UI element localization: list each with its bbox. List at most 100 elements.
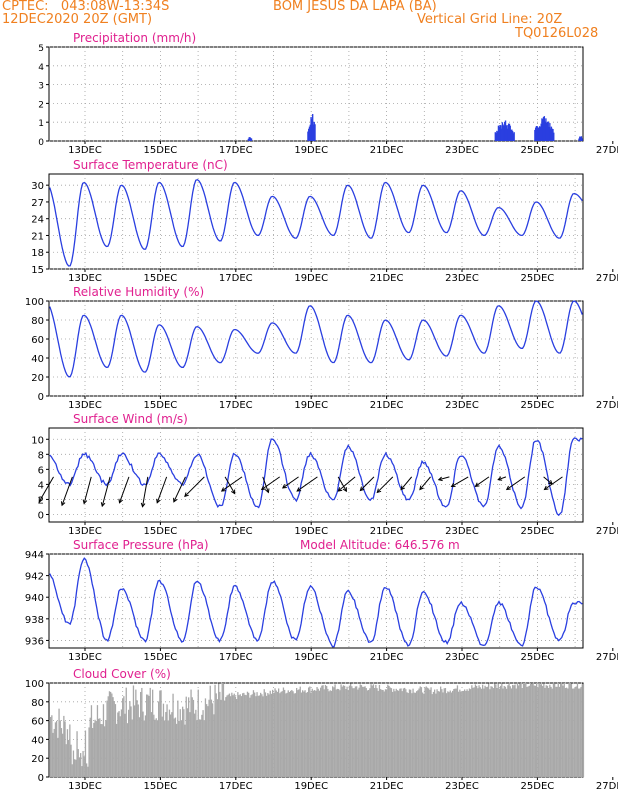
cloud-bar	[267, 693, 269, 777]
cloud-bar	[285, 693, 287, 777]
wind-arrow-shaft	[156, 476, 168, 503]
wind-arrow-head	[543, 485, 549, 491]
cloud-bar	[176, 723, 178, 777]
wind-arrow-head	[82, 499, 88, 505]
cloud-bar	[92, 728, 94, 777]
cloud-bar	[329, 690, 331, 777]
cloud-bar	[576, 683, 579, 777]
cloud-bar	[274, 688, 276, 777]
cloud-bar	[138, 717, 141, 777]
cloud-bar	[476, 685, 478, 777]
x-tick-label: 17DEC	[219, 781, 253, 792]
cloud-bar	[394, 691, 396, 777]
x-tick-label: 13DEC	[68, 145, 102, 156]
plot-frame-pressure	[48, 553, 584, 649]
cloud-bar	[86, 763, 88, 777]
plot-frame-precip	[48, 46, 584, 142]
wind-arrow-head	[337, 487, 343, 492]
cloud-bar	[299, 686, 301, 777]
cloud-bar	[261, 694, 263, 777]
cloud-bar	[98, 718, 100, 777]
cloud-bar	[212, 703, 214, 777]
cloud-bar	[117, 712, 119, 777]
cloud-bar	[278, 688, 280, 777]
cloud-bar	[441, 689, 443, 777]
cloud-bar	[538, 683, 540, 777]
x-tick-label: 21DEC	[370, 273, 404, 284]
cloud-bar	[57, 737, 59, 777]
precip-bar	[501, 122, 504, 141]
cloud-bar	[372, 684, 375, 777]
cloud-bar	[414, 692, 417, 777]
x-tick-label: 23DEC	[445, 652, 479, 663]
cloud-bar	[288, 692, 291, 777]
cloud-bar	[486, 686, 489, 777]
cloud-bar	[470, 689, 472, 777]
cloud-bar	[107, 696, 109, 777]
cloud-bar	[377, 690, 379, 777]
cloud-bar	[449, 690, 451, 777]
panel-title-precip: Precipitation (mm/h)	[73, 31, 196, 45]
cloud-bar	[408, 689, 411, 777]
wind-arrow-shaft	[38, 476, 54, 502]
x-tick-label: 27DEC	[596, 652, 618, 663]
cloud-bar	[215, 693, 217, 777]
cloud-bar	[260, 692, 262, 777]
cloud-bar	[431, 694, 433, 777]
cloud-bar	[574, 687, 576, 777]
x-tick-label: 25DEC	[521, 273, 555, 284]
cloud-bar	[556, 686, 558, 777]
cloud-bar	[60, 728, 63, 777]
y-tick-label: 100	[25, 297, 44, 308]
wind-arrow-shaft	[83, 476, 92, 504]
wind-arrow	[118, 476, 130, 504]
cloud-bar	[263, 689, 265, 777]
cloud-bar	[512, 684, 514, 777]
cloud-bar	[292, 691, 294, 777]
precip-bar	[512, 133, 515, 141]
wind-arrow-head	[419, 485, 424, 491]
cloud-bar	[286, 692, 288, 777]
precip-bar	[539, 127, 542, 141]
y-tick-label: 0	[38, 510, 44, 521]
cloud-bar	[65, 744, 67, 777]
cloud-bar	[246, 691, 249, 777]
cloud-bar	[194, 713, 196, 777]
wind-arrow	[173, 476, 186, 503]
cloud-bar	[312, 690, 315, 777]
cloud-bar	[482, 684, 484, 777]
cloud-bar	[111, 693, 113, 777]
cloud-bar	[454, 688, 456, 777]
cloud-bar	[549, 684, 551, 777]
wind-arrow	[100, 476, 111, 508]
wind-arrow-head	[260, 485, 266, 491]
cloud-bar	[422, 692, 424, 777]
cloud-bar	[447, 691, 449, 777]
cloud-bar	[238, 695, 240, 777]
cloud-bar	[162, 703, 165, 777]
cloud-bar	[471, 685, 473, 777]
wind-arrow-shaft	[262, 476, 269, 493]
cloud-bar	[154, 719, 156, 777]
cloud-bar	[300, 692, 303, 777]
cloud-bar	[389, 687, 391, 777]
cloud-bar	[436, 689, 438, 777]
precip-bar	[511, 129, 513, 141]
wind-arrow	[497, 476, 507, 481]
cloud-bar	[198, 719, 201, 777]
station-coords: CPTEC: 043:08W-13:34S	[2, 0, 170, 14]
cloud-bar	[555, 686, 557, 777]
cloud-bar	[231, 692, 233, 777]
wind-arrow	[262, 476, 270, 494]
cloud-bar	[479, 687, 481, 777]
cloud-bar	[566, 687, 568, 777]
y-tick-label: 80	[31, 698, 44, 709]
cloud-bar	[272, 689, 274, 777]
cloud-bar	[488, 683, 490, 777]
cloud-bar	[450, 692, 453, 777]
cloud-bar	[123, 696, 125, 777]
cloud-bar	[456, 685, 459, 777]
cloud-bar	[191, 697, 193, 777]
cloud-bar	[132, 685, 135, 777]
cloud-bar	[554, 683, 556, 777]
